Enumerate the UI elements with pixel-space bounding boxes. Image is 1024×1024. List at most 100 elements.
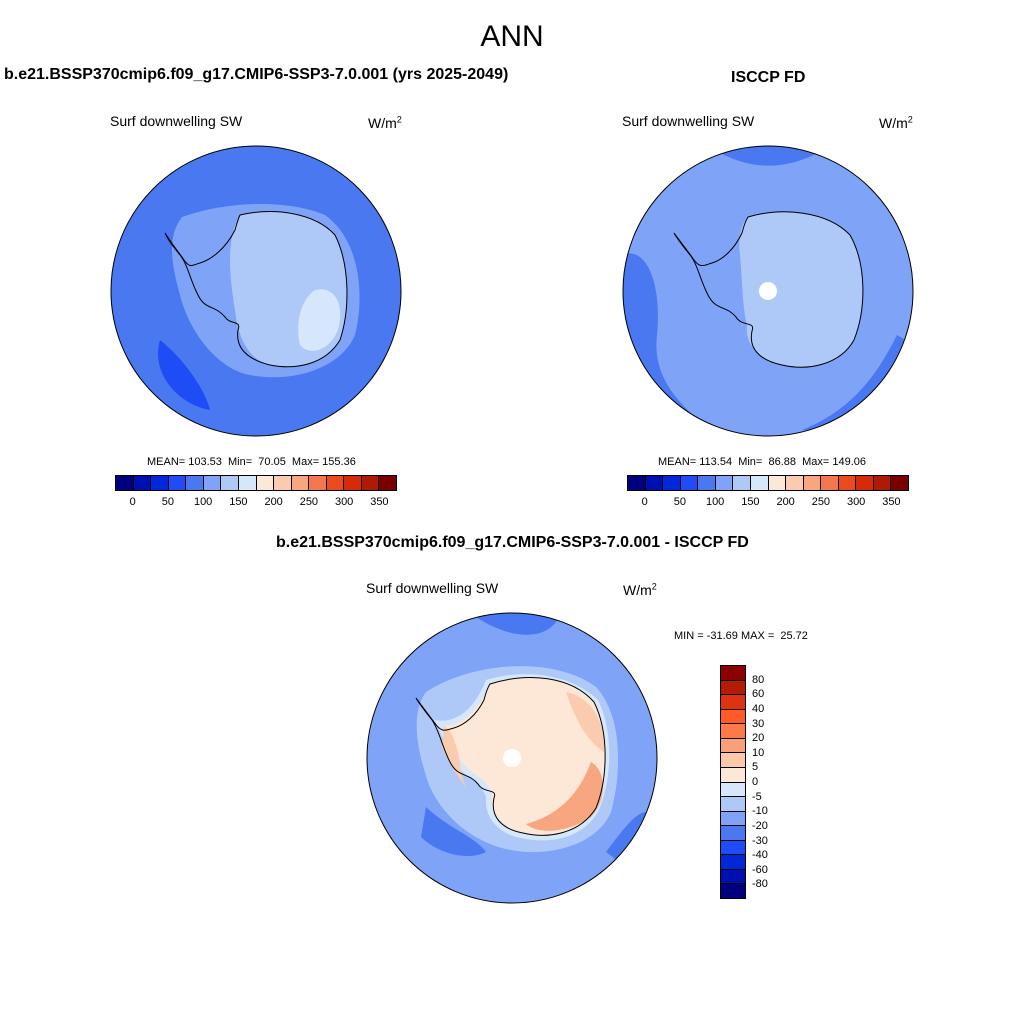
obs-map-border bbox=[622, 145, 914, 437]
colorbar-swatch bbox=[750, 476, 769, 490]
colorbar-tick-label: 0 bbox=[641, 496, 648, 508]
colorbar-swatch bbox=[721, 724, 745, 739]
colorbar-swatch bbox=[133, 476, 152, 490]
colorbar-swatch bbox=[361, 476, 380, 490]
diff-land-hot-patch bbox=[526, 762, 604, 831]
colorbar-tick-label: 150 bbox=[229, 496, 248, 508]
colorbar-tick-label: -40 bbox=[752, 849, 768, 862]
colorbar-swatch bbox=[856, 476, 874, 490]
colorbar-swatch bbox=[186, 476, 204, 490]
colorbar-tick-label: 80 bbox=[752, 673, 765, 686]
colorbar-tick-label: 50 bbox=[673, 496, 686, 508]
obs-stats: MEAN= 113.54 Min= 86.88 Max= 149.06 bbox=[658, 456, 867, 468]
model-polar-map bbox=[110, 145, 402, 437]
diff-land-mid-patch bbox=[566, 692, 605, 752]
colorbar-swatch bbox=[768, 476, 787, 490]
diff-peninsula-mid bbox=[442, 726, 466, 787]
colorbar-tick-label: 40 bbox=[752, 702, 765, 715]
colorbar-swatch bbox=[203, 476, 222, 490]
colorbar-swatch bbox=[379, 476, 396, 490]
colorbar-tick-label: 200 bbox=[776, 496, 795, 508]
colorbar-tick-label: -60 bbox=[752, 863, 768, 876]
colorbar-swatch bbox=[821, 476, 839, 490]
colorbar-swatch bbox=[721, 753, 745, 768]
model-coastline bbox=[164, 211, 348, 368]
obs-colorbar-ticks: 0 50 100 150 200 250 300 350 bbox=[627, 496, 909, 510]
colorbar-swatch bbox=[663, 476, 681, 490]
colorbar-tick-label: 350 bbox=[370, 496, 389, 508]
colorbar-swatch bbox=[116, 476, 134, 490]
colorbar-swatch bbox=[721, 884, 745, 898]
colorbar-tick-label: 0 bbox=[129, 496, 136, 508]
colorbar-swatch bbox=[238, 476, 257, 490]
model-colorbar-ticks: 0 50 100 150 200 250 300 350 bbox=[115, 496, 397, 510]
colorbar-swatch bbox=[721, 811, 745, 827]
obs-land-interior bbox=[739, 211, 863, 368]
colorbar-swatch bbox=[721, 855, 745, 870]
colorbar-tick-label: -30 bbox=[752, 834, 768, 847]
colorbar-swatch bbox=[256, 476, 275, 490]
obs-polar-map bbox=[622, 145, 914, 437]
colorbar-tick-label: 100 bbox=[193, 496, 213, 508]
colorbar-swatch bbox=[291, 476, 310, 490]
diff-polar-map bbox=[366, 612, 658, 904]
colorbar-swatch bbox=[786, 476, 804, 490]
colorbar-swatch bbox=[721, 826, 745, 841]
diff-ocean-dark-north bbox=[476, 613, 561, 635]
diff-colorbar-ticks: 80 60 40 30 20 10 5 0 -5 -10 -20 -30 -40 -60 -80 bbox=[752, 665, 792, 899]
colorbar-tick-label: -80 bbox=[752, 878, 768, 891]
obs-coastline bbox=[673, 211, 864, 368]
colorbar-swatch bbox=[721, 680, 745, 696]
colorbar-swatch bbox=[628, 476, 646, 490]
colorbar-tick-label: -5 bbox=[752, 790, 762, 803]
colorbar-swatch bbox=[721, 869, 745, 885]
colorbar-swatch bbox=[721, 782, 745, 798]
colorbar-swatch bbox=[721, 767, 745, 783]
colorbar-swatch bbox=[221, 476, 239, 490]
colorbar-swatch bbox=[803, 476, 822, 490]
colorbar-swatch bbox=[715, 476, 734, 490]
obs-units-label: W/m2 bbox=[879, 114, 913, 131]
model-panel-title: b.e21.BSSP370cmip6.f09_g17.CMIP6-SSP3-7.… bbox=[4, 66, 509, 83]
model-colorbar bbox=[115, 475, 397, 491]
colorbar-tick-label: 250 bbox=[811, 496, 831, 508]
colorbar-tick-label: 30 bbox=[752, 717, 765, 730]
diff-map-border bbox=[366, 612, 658, 904]
colorbar-tick-label: -10 bbox=[752, 805, 768, 818]
diff-colorbar bbox=[720, 665, 746, 899]
colorbar-tick-label: 5 bbox=[752, 761, 759, 774]
diff-variable-label: Surf downwelling SW bbox=[366, 580, 499, 596]
figure-title: ANN bbox=[480, 20, 544, 53]
model-land-brightest bbox=[298, 289, 341, 351]
model-map-border bbox=[110, 145, 402, 437]
colorbar-swatch bbox=[274, 476, 292, 490]
colorbar-swatch bbox=[698, 476, 716, 490]
colorbar-swatch bbox=[721, 695, 745, 710]
model-variable-label: Surf downwelling SW bbox=[110, 113, 243, 129]
colorbar-swatch bbox=[721, 709, 745, 725]
colorbar-swatch bbox=[873, 476, 892, 490]
colorbar-swatch bbox=[680, 476, 699, 490]
colorbar-tick-label: 100 bbox=[705, 496, 725, 508]
diff-pole-hole bbox=[503, 749, 521, 767]
colorbar-swatch bbox=[151, 476, 169, 490]
diff-panel-title: b.e21.BSSP370cmip6.f09_g17.CMIP6-SSP3-7.… bbox=[276, 534, 749, 551]
obs-variable-label: Surf downwelling SW bbox=[622, 113, 755, 129]
colorbar-swatch bbox=[645, 476, 664, 490]
colorbar-swatch bbox=[326, 476, 345, 490]
diff-land-field bbox=[444, 677, 606, 836]
diff-stats: MIN = -31.69 MAX = 25.72 bbox=[674, 630, 808, 642]
colorbar-swatch bbox=[309, 476, 327, 490]
colorbar-tick-label: 50 bbox=[161, 496, 174, 508]
colorbar-tick-label: 300 bbox=[846, 496, 866, 508]
colorbar-swatch bbox=[721, 666, 745, 681]
diff-coastline bbox=[415, 677, 606, 836]
colorbar-swatch bbox=[838, 476, 857, 490]
colorbar-tick-label: 200 bbox=[264, 496, 283, 508]
colorbar-tick-label: 250 bbox=[299, 496, 319, 508]
colorbar-tick-label: 60 bbox=[752, 688, 765, 701]
colorbar-swatch bbox=[344, 476, 362, 490]
model-stats: MEAN= 103.53 Min= 70.05 Max= 155.36 bbox=[147, 456, 356, 468]
colorbar-tick-label: 150 bbox=[741, 496, 760, 508]
colorbar-tick-label: 350 bbox=[882, 496, 901, 508]
